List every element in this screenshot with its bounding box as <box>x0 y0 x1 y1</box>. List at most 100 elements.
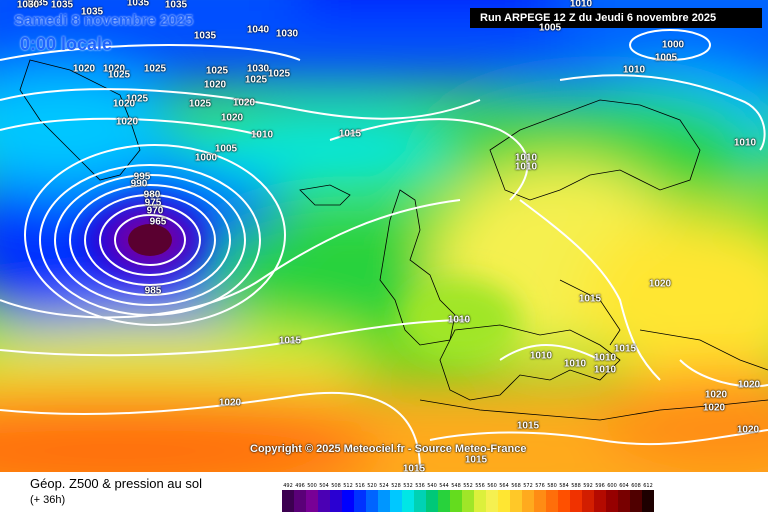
legend-value: 544 <box>438 482 450 490</box>
isobar-label: 1035 <box>126 0 150 9</box>
isobar-label: 965 <box>149 216 167 228</box>
legend-value: 536 <box>414 482 426 490</box>
isobar-label: 1020 <box>115 116 139 128</box>
isobar-label: 1030 <box>16 0 40 11</box>
legend-swatch: 596 <box>594 482 606 512</box>
isobar-label: 1020 <box>112 98 136 110</box>
isobar-label: 1015 <box>578 293 602 305</box>
legend-swatch: 576 <box>534 482 546 512</box>
isobar-label: 1020 <box>704 389 728 401</box>
legend-swatch: 560 <box>486 482 498 512</box>
legend-value: 576 <box>534 482 546 490</box>
isobar-label: 1020 <box>102 63 126 75</box>
legend-value: 608 <box>630 482 642 490</box>
isobar-label: 1005 <box>654 52 678 64</box>
legend-value: 532 <box>402 482 414 490</box>
legend-swatch: 492 <box>282 482 294 512</box>
legend-value: 612 <box>642 482 654 490</box>
isobar-label: 1010 <box>514 161 538 173</box>
footer: Géop. Z500 & pression au sol (+ 36h) 492… <box>0 472 768 512</box>
legend-value: 580 <box>546 482 558 490</box>
isobar-label: 1005 <box>538 22 562 34</box>
isobar-label: 1015 <box>613 343 637 355</box>
isobar-label: 1010 <box>593 352 617 364</box>
legend-value: 528 <box>390 482 402 490</box>
isobar-label: 990 <box>130 178 148 190</box>
legend-swatch: 556 <box>474 482 486 512</box>
isobar-label: 1020 <box>737 379 761 391</box>
isobar-label: 1010 <box>563 358 587 370</box>
legend-swatch: 592 <box>582 482 594 512</box>
legend-swatch: 524 <box>378 482 390 512</box>
forecast-date: Samedi 8 novembre 2025 <box>14 12 194 29</box>
isobar-label: 1020 <box>232 97 256 109</box>
legend-swatch: 588 <box>570 482 582 512</box>
legend-swatch: 512 <box>342 482 354 512</box>
isobar-label: 1035 <box>80 6 104 18</box>
legend-swatch: 580 <box>546 482 558 512</box>
local-time: 0:00 locale <box>20 34 113 54</box>
legend-value: 508 <box>330 482 342 490</box>
isobar-label: 1025 <box>188 98 212 110</box>
legend-value: 548 <box>450 482 462 490</box>
product-title: Géop. Z500 & pression au sol <box>30 476 202 491</box>
legend-value: 596 <box>594 482 606 490</box>
legend-swatch: 540 <box>426 482 438 512</box>
isobar-label: 1010 <box>529 350 553 362</box>
legend-value: 496 <box>294 482 306 490</box>
isobar-label: 1025 <box>244 74 268 86</box>
legend-swatch: 528 <box>390 482 402 512</box>
legend-swatch: 572 <box>522 482 534 512</box>
legend-value: 564 <box>498 482 510 490</box>
isobar-label: 1015 <box>464 454 488 466</box>
isobar-label: 980 <box>143 189 161 201</box>
legend-swatch: 564 <box>498 482 510 512</box>
isobar-label: 1000 <box>661 39 685 51</box>
legend-swatch: 532 <box>402 482 414 512</box>
isobar-label: 1015 <box>278 335 302 347</box>
legend-value: 524 <box>378 482 390 490</box>
legend-value: 592 <box>582 482 594 490</box>
legend-swatch: 504 <box>318 482 330 512</box>
weather-map: Samedi 8 novembre 2025 0:00 locale Run A… <box>0 0 768 472</box>
legend-value: 560 <box>486 482 498 490</box>
isobar-label: 1020 <box>702 402 726 414</box>
legend-value: 556 <box>474 482 486 490</box>
legend-value: 512 <box>342 482 354 490</box>
isobar-label: 1020 <box>72 63 96 75</box>
legend-swatch: 520 <box>366 482 378 512</box>
isobar-label: 1010 <box>622 64 646 76</box>
isobar-label: 1030 <box>246 63 270 75</box>
isobar-label: 985 <box>144 285 162 297</box>
isobar-label: 1025 <box>125 93 149 105</box>
isobar-label: 1030 <box>275 28 299 40</box>
legend-swatch: 600 <box>606 482 618 512</box>
isobar-label: 1010 <box>593 364 617 376</box>
legend-value: 572 <box>522 482 534 490</box>
isobar-label: 1035 <box>50 0 74 11</box>
legend-swatch: 568 <box>510 482 522 512</box>
isobar-label: 1015 <box>402 463 426 473</box>
legend-swatch: 496 <box>294 482 306 512</box>
legend-value: 504 <box>318 482 330 490</box>
low-pressure-core <box>128 224 172 256</box>
run-info: Run ARPEGE 12 Z du Jeudi 6 novembre 2025 <box>470 8 762 28</box>
isobar-label: 1015 <box>338 128 362 140</box>
isobar-label: 1020 <box>203 79 227 91</box>
isobar-label: 1010 <box>733 137 757 149</box>
legend-swatch: 544 <box>438 482 450 512</box>
legend-swatch: 536 <box>414 482 426 512</box>
legend-value: 516 <box>354 482 366 490</box>
legend-value: 588 <box>570 482 582 490</box>
legend-swatch: 516 <box>354 482 366 512</box>
legend-value: 520 <box>366 482 378 490</box>
isobar-label: 975 <box>144 197 162 209</box>
legend-swatch: 508 <box>330 482 342 512</box>
copyright: Copyright © 2025 Meteociel.fr - Source M… <box>250 443 527 455</box>
legend-swatch: 608 <box>630 482 642 512</box>
legend-swatch: 500 <box>306 482 318 512</box>
legend-swatch: 548 <box>450 482 462 512</box>
legend-swatch: 604 <box>618 482 630 512</box>
isobar-label: 995 <box>133 171 151 183</box>
isobar-label: 1025 <box>107 69 131 81</box>
